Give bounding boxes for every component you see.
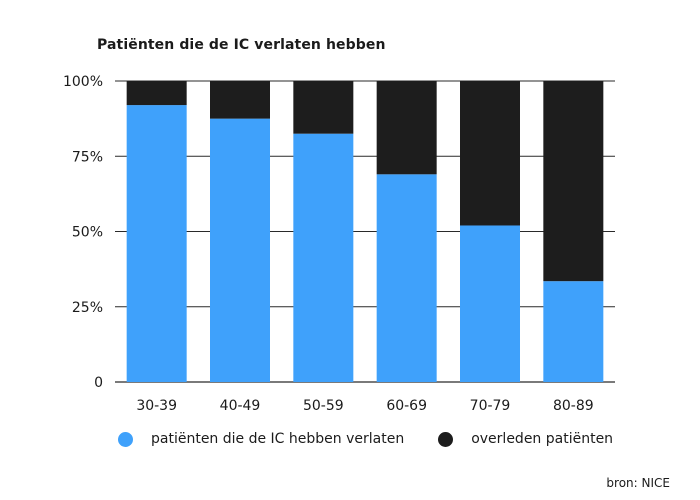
legend-swatch-left-ic	[118, 431, 133, 447]
bar-50-59-deceased	[293, 81, 354, 134]
legend-swatch-deceased	[438, 431, 454, 447]
bar-40-49-left-ic	[210, 118, 270, 382]
y-tick-label-100: 100%	[63, 74, 103, 90]
x-tick-label-40-49: 40-49	[220, 398, 261, 414]
bar-30-39-deceased	[126, 81, 187, 106]
legend-item-deceased: overleden patiënten	[438, 431, 613, 447]
x-tick-label-60-69: 60-69	[386, 398, 427, 414]
bar-70-79-deceased	[460, 81, 520, 226]
legend: patiënten die de IC hebben verlaten over…	[118, 431, 647, 447]
bar-50-59-left-ic	[293, 133, 354, 382]
y-tick-label-0: 0	[94, 375, 103, 391]
y-tick-label-25: 25%	[72, 300, 103, 316]
bar-40-49-deceased	[210, 81, 270, 119]
bar-80-89-left-ic	[543, 281, 604, 382]
bar-30-39-left-ic	[126, 105, 187, 382]
legend-item-left-ic: patiënten die de IC hebben verlaten	[118, 431, 404, 447]
legend-label-deceased: overleden patiënten	[471, 431, 614, 447]
bar-60-69-left-ic	[376, 174, 437, 382]
x-tick-label-80-89: 80-89	[553, 398, 594, 414]
x-tick-label-70-79: 70-79	[470, 398, 511, 414]
source-note: bron: NICE	[606, 476, 670, 490]
bar-80-89-deceased	[543, 81, 604, 282]
y-tick-label-50: 50%	[72, 225, 103, 241]
x-tick-label-50-59: 50-59	[303, 398, 344, 414]
y-tick-label-75: 75%	[72, 149, 103, 165]
chart-title: Patiënten die de IC verlaten hebben	[97, 37, 386, 53]
bar-60-69-deceased	[376, 81, 437, 175]
legend-label-left-ic: patiënten die de IC hebben verlaten	[151, 431, 405, 447]
x-tick-label-30-39: 30-39	[136, 398, 177, 414]
bar-70-79-left-ic	[460, 225, 520, 382]
